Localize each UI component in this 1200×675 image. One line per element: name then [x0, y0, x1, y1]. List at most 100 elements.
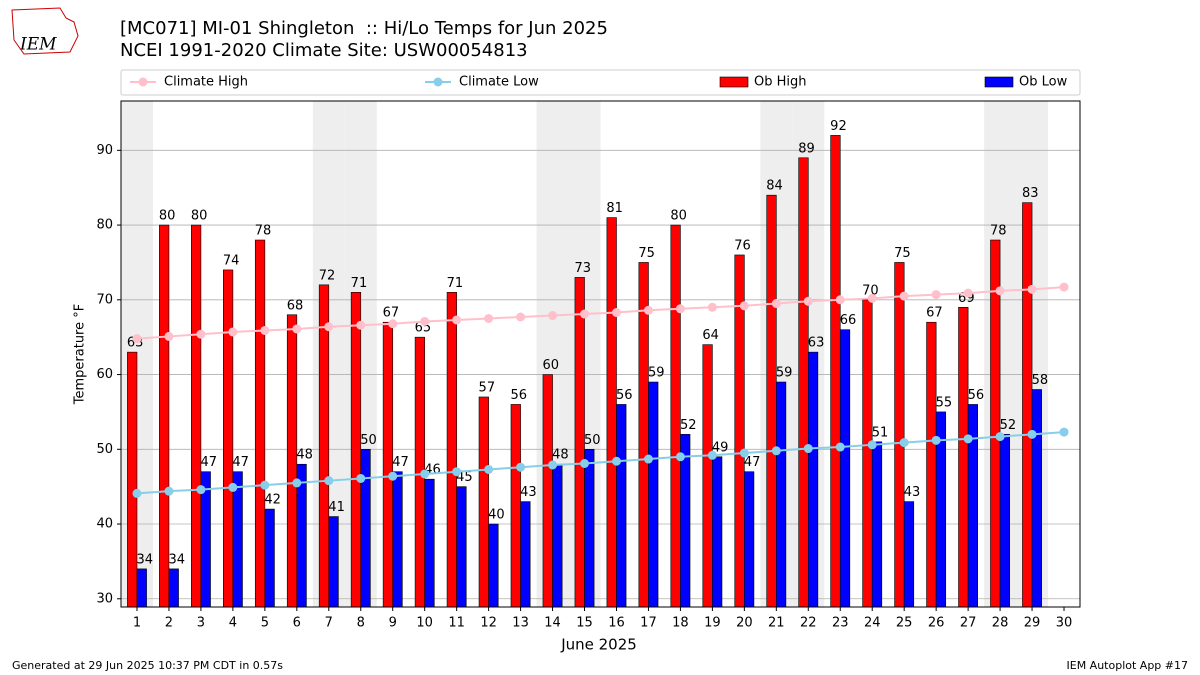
data-label: 43 [520, 485, 537, 500]
x-tick-label: 23 [832, 616, 849, 631]
data-label: 68 [287, 298, 304, 313]
legend-box [120, 69, 1081, 96]
x-tick-label: 11 [448, 616, 465, 631]
data-label: 72 [319, 268, 336, 283]
data-label: 92 [830, 119, 847, 134]
data-label: 76 [734, 238, 751, 253]
data-label: 34 [168, 552, 185, 567]
plot-frame [120, 100, 1081, 608]
line-marker [260, 325, 270, 335]
bar [488, 523, 499, 608]
line-marker [707, 302, 717, 312]
x-tick-label: 9 [389, 616, 397, 631]
legend-label: Climate High [164, 75, 248, 90]
line-marker [611, 308, 621, 318]
bar [478, 396, 489, 608]
data-label: 89 [798, 141, 815, 156]
bar [254, 239, 266, 608]
x-tick-label: 4 [229, 616, 237, 631]
line-marker [356, 473, 366, 483]
bar [926, 321, 937, 608]
data-label: 40 [488, 508, 505, 523]
bar [328, 516, 339, 608]
y-tick-label: 70 [96, 292, 113, 307]
legend-label: Ob Low [1019, 75, 1068, 90]
bar [766, 194, 777, 608]
x-tick-label: 6 [293, 616, 301, 631]
data-label: 50 [584, 433, 601, 448]
line-marker [867, 440, 877, 450]
line-marker [963, 288, 973, 298]
data-label: 63 [808, 336, 825, 351]
data-label: 49 [712, 440, 729, 455]
x-tick-label: 3 [197, 616, 205, 631]
data-label: 52 [680, 418, 697, 433]
line-marker [452, 467, 462, 477]
line-marker [548, 311, 558, 321]
line-marker [132, 488, 142, 498]
line-marker [484, 313, 494, 323]
line-marker [707, 450, 717, 460]
bar [552, 463, 563, 608]
bar [446, 292, 457, 608]
line-marker [292, 324, 302, 334]
line-marker [739, 301, 749, 311]
line-marker [771, 299, 781, 309]
data-label: 48 [296, 448, 313, 463]
bar [520, 501, 531, 608]
footer-left: Generated at 29 Jun 2025 10:37 PM CDT in… [12, 659, 283, 672]
line-marker [675, 452, 685, 462]
data-label: 56 [511, 388, 528, 403]
line-marker [1059, 427, 1069, 437]
data-label: 50 [360, 433, 377, 448]
data-label: 52 [1000, 418, 1017, 433]
x-tick-label: 24 [864, 616, 881, 631]
bar [798, 157, 809, 608]
bar [894, 262, 905, 608]
bar [360, 448, 371, 608]
x-tick-label: 5 [261, 616, 269, 631]
line-marker [835, 295, 845, 305]
data-label: 75 [894, 246, 911, 261]
x-tick-label: 10 [416, 616, 433, 631]
line-marker [484, 464, 494, 474]
x-tick-label: 22 [800, 616, 817, 631]
line-marker [228, 327, 238, 337]
bar [702, 344, 713, 608]
data-label: 80 [670, 209, 687, 224]
line-marker [420, 469, 430, 479]
data-label: 75 [638, 246, 655, 261]
bar [958, 306, 969, 608]
x-tick-label: 19 [704, 616, 721, 631]
y-tick-label: 80 [96, 218, 113, 233]
legend-label: Climate Low [459, 75, 539, 90]
data-label: 42 [264, 493, 281, 508]
bar [712, 456, 723, 608]
line-marker [292, 478, 302, 488]
line-marker [771, 446, 781, 456]
line-marker [867, 293, 877, 303]
line-marker [420, 316, 430, 326]
bar [318, 284, 330, 608]
data-label: 73 [574, 261, 591, 276]
bar [222, 269, 234, 608]
line-marker [196, 485, 206, 495]
line-marker [1027, 284, 1037, 294]
x-tick-label: 14 [544, 616, 561, 631]
x-tick-label: 21 [768, 616, 785, 631]
x-tick-label: 25 [896, 616, 913, 631]
data-label: 56 [616, 388, 633, 403]
line-marker [963, 434, 973, 444]
bar [424, 478, 435, 608]
chart-title: [MC071] MI-01 Shingleton :: Hi/Lo Temps … [120, 18, 608, 39]
bar [648, 381, 659, 608]
line-marker [324, 476, 334, 486]
bar [584, 448, 595, 608]
line-marker [580, 309, 590, 319]
bar [670, 224, 681, 608]
data-label: 34 [137, 552, 154, 567]
data-label: 56 [968, 388, 985, 403]
data-label: 66 [840, 313, 857, 328]
line-marker [675, 304, 685, 314]
bar [264, 508, 275, 608]
